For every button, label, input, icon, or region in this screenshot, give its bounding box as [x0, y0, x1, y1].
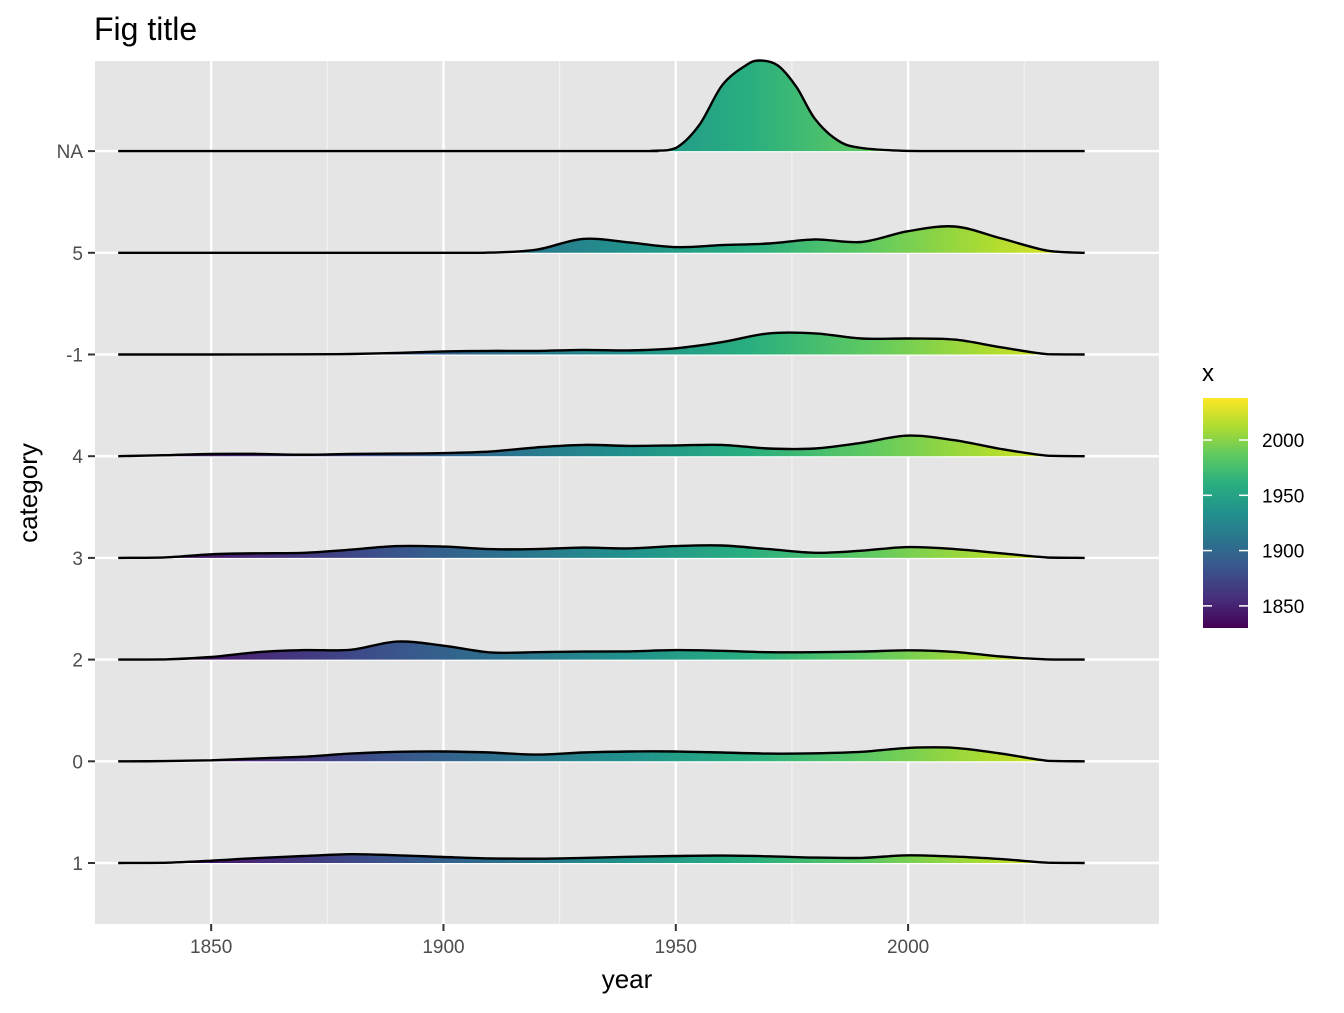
x-axis: 1850 1900 1950 2000 — [190, 924, 929, 958]
x-tick-label: 1950 — [655, 937, 697, 958]
ridge-fill-0 — [118, 747, 1085, 762]
x-tick-label: 2000 — [887, 937, 929, 958]
ridge-line-2 — [118, 640, 1085, 661]
legend-tick-label: 2000 — [1262, 431, 1304, 452]
ridge--1 — [118, 331, 1085, 356]
ridge-1 — [118, 852, 1085, 865]
y-tick-label: 1 — [72, 854, 83, 875]
legend-tick-label: 1850 — [1262, 597, 1304, 618]
ridge-fill--1 — [118, 332, 1085, 355]
ridge-line-4 — [118, 434, 1085, 458]
x-tick-label: 1850 — [190, 937, 232, 958]
chart-title: Fig title — [94, 11, 197, 47]
ridge-2 — [118, 640, 1085, 661]
ridge-fill-3 — [118, 545, 1085, 558]
ridge-3 — [118, 544, 1085, 560]
plot-panel — [95, 61, 1159, 924]
y-axis: 1 0 2 3 4 -1 5 NA — [57, 142, 95, 875]
y-tick-label: -1 — [66, 346, 83, 367]
color-legend: x 1850 1900 1950 2000 — [1202, 360, 1304, 628]
ridge-line-5 — [118, 225, 1085, 255]
y-axis-title: category — [13, 443, 43, 543]
legend-tick-label: 1950 — [1262, 486, 1304, 507]
ridge-fill-2 — [118, 641, 1085, 660]
ridge-line-NA — [118, 59, 1085, 153]
legend-title: x — [1202, 360, 1214, 387]
density-ridges — [118, 59, 1085, 865]
ridge-0 — [118, 746, 1085, 763]
ridge-line-3 — [118, 544, 1085, 560]
x-axis-title: year — [602, 964, 653, 994]
ridge-line--1 — [118, 331, 1085, 356]
ridge-line-0 — [118, 746, 1085, 763]
y-tick-label: 0 — [72, 752, 83, 773]
ridge-5 — [118, 225, 1085, 255]
ridge-line-1 — [118, 852, 1085, 865]
ridge-4 — [118, 434, 1085, 458]
legend-ticks: 1850 1900 1950 2000 — [1203, 431, 1304, 618]
legend-colorbar — [1203, 398, 1248, 628]
x-tick-label: 1900 — [422, 937, 464, 958]
y-tick-label: 4 — [72, 447, 83, 468]
y-tick-label: 5 — [72, 244, 83, 265]
ridge-NA — [118, 59, 1085, 153]
y-tick-label: NA — [57, 142, 84, 163]
y-tick-label: 2 — [72, 651, 83, 672]
y-tick-label: 3 — [72, 549, 83, 570]
legend-tick-label: 1900 — [1262, 542, 1304, 563]
